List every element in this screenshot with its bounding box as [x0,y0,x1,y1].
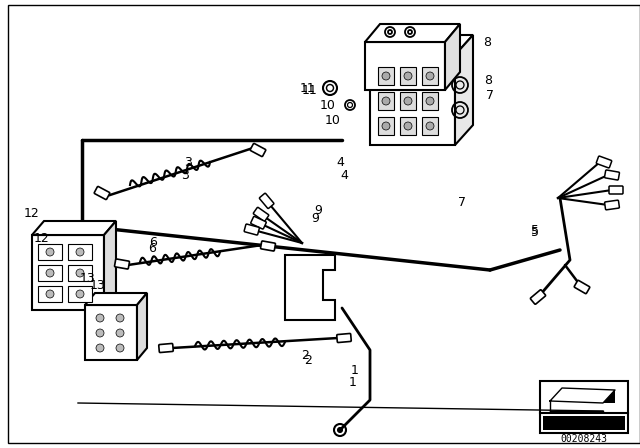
FancyBboxPatch shape [259,193,274,208]
Bar [422,92,438,110]
Text: 13: 13 [90,279,106,292]
FancyBboxPatch shape [253,207,269,221]
Circle shape [426,72,434,80]
Polygon shape [455,35,473,145]
Bar [85,305,137,360]
Text: 12: 12 [24,207,40,220]
Circle shape [46,269,54,277]
Text: 7: 7 [458,195,466,208]
Text: 6: 6 [149,236,157,249]
FancyBboxPatch shape [250,143,266,156]
Bar [422,117,438,135]
Text: 8: 8 [483,35,491,48]
Bar [370,55,455,145]
Bar [32,235,104,310]
Circle shape [404,97,412,105]
Text: 8: 8 [484,73,492,86]
Text: 1: 1 [349,375,357,388]
FancyBboxPatch shape [159,344,173,353]
Text: 11: 11 [302,83,318,96]
Bar [378,117,394,135]
Text: 3: 3 [181,168,189,181]
Text: 13: 13 [80,271,96,284]
Circle shape [382,72,390,80]
Polygon shape [285,255,335,320]
Bar [68,244,92,260]
Text: 9: 9 [311,211,319,224]
Circle shape [426,97,434,105]
Text: 4: 4 [340,168,348,181]
Circle shape [116,344,124,352]
Bar [378,92,394,110]
FancyBboxPatch shape [609,186,623,194]
Bar [38,265,62,281]
FancyBboxPatch shape [596,156,612,168]
Text: 10: 10 [320,99,336,112]
Circle shape [404,72,412,80]
Circle shape [96,314,104,322]
Bar [400,67,416,85]
Text: 3: 3 [184,155,192,168]
Bar [400,117,416,135]
Text: 5: 5 [531,225,539,238]
Circle shape [116,329,124,337]
Circle shape [382,122,390,130]
Text: 00208243: 00208243 [561,434,607,444]
Polygon shape [445,24,460,90]
Bar [68,265,92,281]
Text: 11: 11 [300,82,316,95]
Bar [38,286,62,302]
Circle shape [46,248,54,256]
FancyBboxPatch shape [94,186,109,199]
Circle shape [96,344,104,352]
Bar [543,416,625,430]
FancyBboxPatch shape [115,259,129,269]
Circle shape [76,269,84,277]
Text: 4: 4 [336,155,344,168]
Bar [400,92,416,110]
Circle shape [76,290,84,298]
Bar [68,286,92,302]
FancyBboxPatch shape [260,241,275,251]
FancyBboxPatch shape [605,200,620,210]
FancyBboxPatch shape [605,170,620,180]
FancyBboxPatch shape [244,224,259,235]
Polygon shape [85,293,147,305]
Circle shape [46,290,54,298]
Polygon shape [104,221,116,310]
Polygon shape [370,35,473,55]
FancyBboxPatch shape [574,280,589,293]
Circle shape [404,122,412,130]
FancyBboxPatch shape [251,216,266,229]
Text: 7: 7 [486,89,494,102]
Circle shape [116,314,124,322]
Bar [540,381,628,433]
Polygon shape [32,221,116,235]
Text: 6: 6 [148,241,156,254]
Circle shape [96,329,104,337]
Text: 2: 2 [301,349,309,362]
Polygon shape [137,293,147,360]
Text: 10: 10 [325,113,341,126]
Circle shape [382,97,390,105]
FancyBboxPatch shape [337,333,351,343]
Text: 9: 9 [314,203,322,216]
Bar [38,244,62,260]
Text: 2: 2 [304,353,312,366]
FancyBboxPatch shape [531,290,545,304]
Bar [378,67,394,85]
Bar [365,42,445,90]
Bar [422,67,438,85]
Text: 12: 12 [34,232,50,245]
Polygon shape [603,390,615,403]
Text: 1: 1 [351,363,359,376]
Polygon shape [365,24,460,42]
Text: 5: 5 [531,224,539,237]
Circle shape [76,248,84,256]
Circle shape [426,122,434,130]
